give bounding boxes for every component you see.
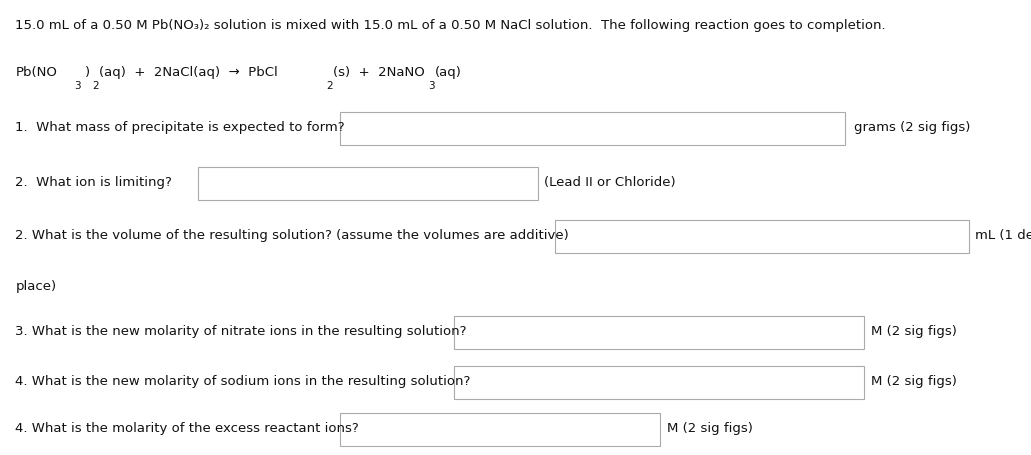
- Text: grams (2 sig figs): grams (2 sig figs): [854, 121, 970, 134]
- Text: M (2 sig figs): M (2 sig figs): [871, 325, 957, 338]
- Text: mL (1 decimal: mL (1 decimal: [975, 229, 1031, 242]
- Text: 3: 3: [74, 81, 80, 91]
- FancyBboxPatch shape: [340, 113, 845, 146]
- Text: 4. What is the new molarity of sodium ions in the resulting solution?: 4. What is the new molarity of sodium io…: [15, 374, 471, 387]
- FancyBboxPatch shape: [340, 413, 660, 446]
- Text: 15.0 mL of a 0.50 M Pb(NO₃)₂ solution is mixed with 15.0 mL of a 0.50 M NaCl sol: 15.0 mL of a 0.50 M Pb(NO₃)₂ solution is…: [15, 19, 886, 31]
- FancyBboxPatch shape: [198, 167, 538, 200]
- Text: 2. What is the volume of the resulting solution? (assume the volumes are additiv: 2. What is the volume of the resulting s…: [15, 229, 569, 242]
- Text: ): ): [85, 66, 90, 79]
- Text: 2: 2: [326, 81, 332, 91]
- Text: place): place): [15, 279, 57, 292]
- Text: 1.  What mass of precipitate is expected to form?: 1. What mass of precipitate is expected …: [15, 121, 345, 134]
- Text: Pb(NO: Pb(NO: [15, 66, 58, 79]
- Text: 2.  What ion is limiting?: 2. What ion is limiting?: [15, 176, 172, 188]
- Text: M (2 sig figs): M (2 sig figs): [667, 421, 753, 434]
- Text: (Lead II or Chloride): (Lead II or Chloride): [544, 176, 676, 188]
- Text: (s)  +  2NaNO: (s) + 2NaNO: [333, 66, 425, 79]
- Text: 4. What is the molarity of the excess reactant ions?: 4. What is the molarity of the excess re…: [15, 421, 359, 434]
- FancyBboxPatch shape: [454, 366, 864, 399]
- Text: 2: 2: [92, 81, 98, 91]
- FancyBboxPatch shape: [555, 221, 969, 253]
- Text: 3. What is the new molarity of nitrate ions in the resulting solution?: 3. What is the new molarity of nitrate i…: [15, 325, 467, 338]
- Text: (aq)  +  2NaCl(aq)  →  PbCl: (aq) + 2NaCl(aq) → PbCl: [99, 66, 277, 79]
- Text: M (2 sig figs): M (2 sig figs): [871, 374, 957, 387]
- FancyBboxPatch shape: [454, 317, 864, 349]
- Text: 3: 3: [428, 81, 434, 91]
- Text: (aq): (aq): [435, 66, 462, 79]
